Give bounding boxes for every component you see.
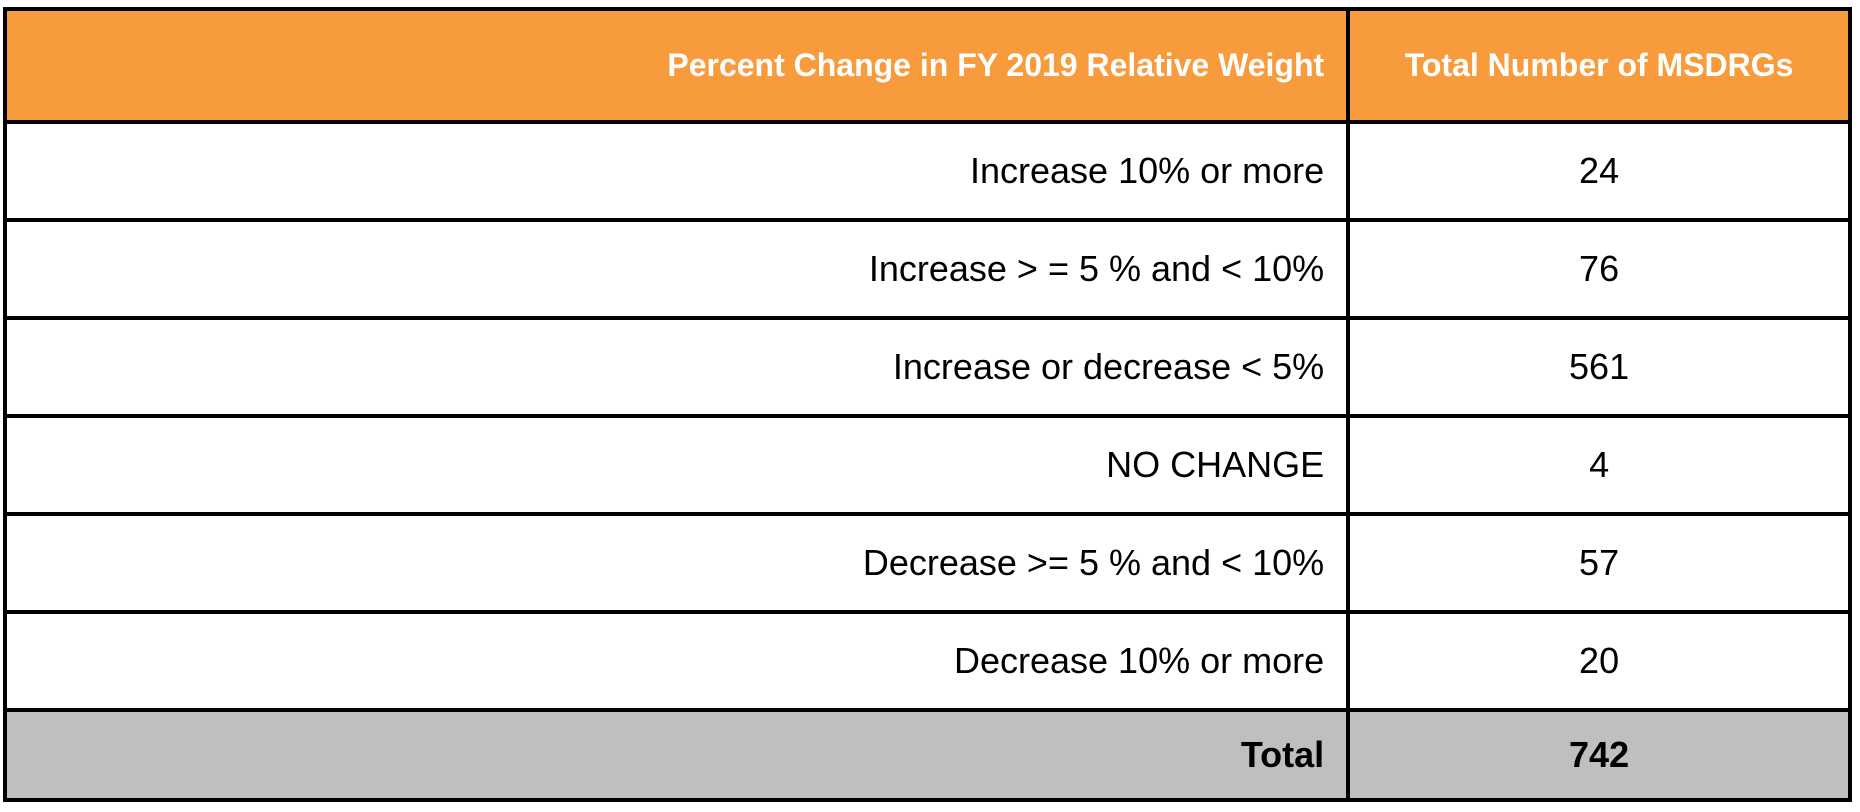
header-row: Percent Change in FY 2019 Relative Weigh…	[2, 6, 1852, 125]
table-row: Decrease >= 5 % and < 10% 57	[2, 512, 1852, 615]
total-value-cell: 742	[1346, 708, 1852, 802]
row-value-increase-5-to-10: 76	[1346, 218, 1852, 321]
row-value-decrease-5-to-10: 57	[1346, 512, 1852, 615]
table-row: Increase 10% or more 24	[2, 120, 1852, 223]
msdrg-change-table: Percent Change in FY 2019 Relative Weigh…	[2, 6, 1852, 802]
row-label-increase-10-or-more: Increase 10% or more	[2, 120, 1351, 223]
header-cell-total-msdrgs: Total Number of MSDRGs	[1346, 6, 1852, 125]
msdrg-change-table-container: Percent Change in FY 2019 Relative Weigh…	[2, 6, 1852, 802]
row-label-increase-or-decrease-under-5: Increase or decrease < 5%	[2, 316, 1351, 419]
table-row: Increase > = 5 % and < 10% 76	[2, 218, 1852, 321]
total-row: Total 742	[2, 708, 1852, 802]
table-row: Decrease 10% or more 20	[2, 610, 1852, 713]
row-value-no-change: 4	[1346, 414, 1852, 517]
total-label-cell: Total	[2, 708, 1351, 802]
row-label-decrease-10-or-more: Decrease 10% or more	[2, 610, 1351, 713]
row-label-no-change: NO CHANGE	[2, 414, 1351, 517]
header-cell-percent-change: Percent Change in FY 2019 Relative Weigh…	[2, 6, 1351, 125]
table-row: NO CHANGE 4	[2, 414, 1852, 517]
row-label-increase-5-to-10: Increase > = 5 % and < 10%	[2, 218, 1351, 321]
row-value-decrease-10-or-more: 20	[1346, 610, 1852, 713]
row-value-increase-or-decrease-under-5: 561	[1346, 316, 1852, 419]
row-label-decrease-5-to-10: Decrease >= 5 % and < 10%	[2, 512, 1351, 615]
row-value-increase-10-or-more: 24	[1346, 120, 1852, 223]
table-row: Increase or decrease < 5% 561	[2, 316, 1852, 419]
